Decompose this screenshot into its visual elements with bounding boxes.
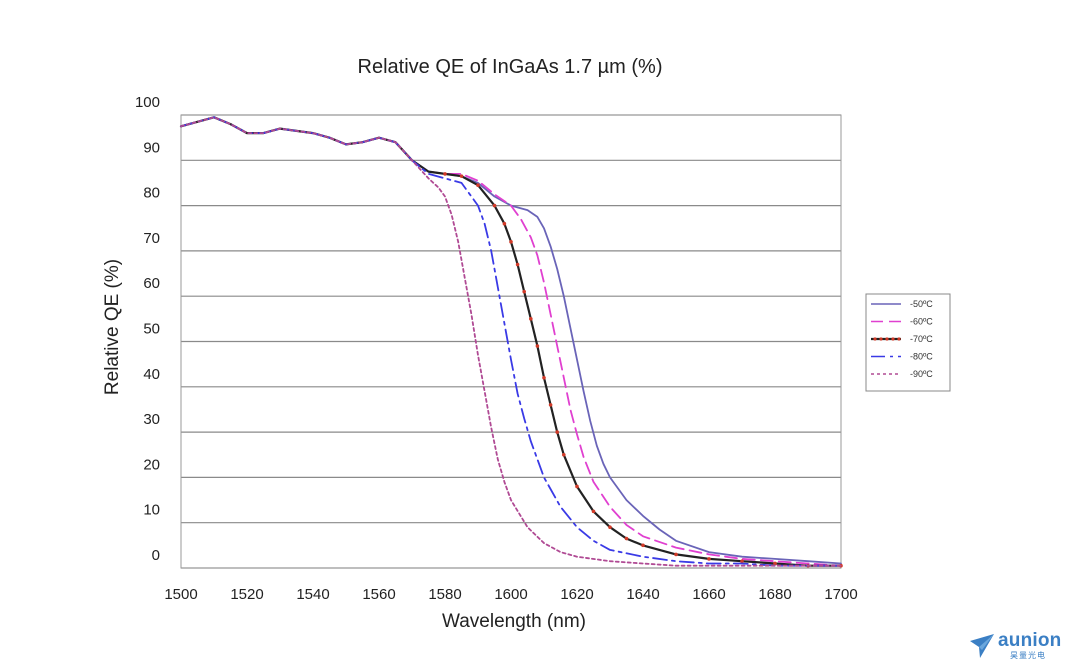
series-marker <box>562 452 566 457</box>
series-marker <box>476 183 480 188</box>
series-marker <box>674 552 678 557</box>
legend-marker <box>873 337 877 341</box>
x-tick-label: 1560 <box>362 586 395 603</box>
y-tick-labels: 0 10 20 30 40 50 60 70 80 90 100 <box>135 94 160 564</box>
x-tick-label: 1640 <box>626 586 659 603</box>
paper-plane-icon <box>970 634 994 658</box>
series-marker <box>548 403 553 407</box>
legend-box <box>865 293 951 392</box>
series-line-3 <box>180 116 842 567</box>
legend-label-2: -70ºC <box>910 334 933 344</box>
y-tick-label: 80 <box>143 185 160 202</box>
series-marker <box>624 536 629 541</box>
series-marker <box>608 525 612 530</box>
series-line-4 <box>180 116 842 567</box>
series-marker <box>515 262 520 267</box>
y-tick-label: 30 <box>143 411 160 428</box>
series-marker <box>707 557 711 561</box>
legend-marker <box>897 337 901 341</box>
series-marker <box>443 172 447 176</box>
series-marker <box>773 561 777 566</box>
plot-area-frame <box>180 114 842 569</box>
series-lines <box>179 116 843 568</box>
x-tick-label: 1580 <box>428 586 461 603</box>
x-tick-label: 1700 <box>824 586 857 603</box>
legend-marker <box>885 337 889 341</box>
y-tick-label: 60 <box>143 275 160 292</box>
x-axis-label: Wavelength (nm) <box>442 611 586 632</box>
chart-title: Relative QE of InGaAs 1.7 µm (%) <box>358 56 663 78</box>
y-tick-label: 10 <box>143 502 160 519</box>
x-tick-label: 1620 <box>560 586 593 603</box>
series-marker <box>641 543 645 548</box>
x-tick-label: 1500 <box>164 586 197 603</box>
legend-label-4: -90ºC <box>910 369 933 379</box>
series-marker <box>555 430 559 434</box>
logo-text: aunion <box>998 630 1062 651</box>
x-tick-label: 1600 <box>494 586 527 603</box>
series-line-0 <box>180 116 842 565</box>
series-marker <box>535 344 540 348</box>
y-tick-label: 50 <box>143 321 160 338</box>
series-marker <box>542 375 546 380</box>
y-tick-label: 40 <box>143 366 160 383</box>
series-marker <box>509 240 513 244</box>
series-marker <box>740 559 744 564</box>
legend-marker <box>891 337 895 341</box>
series-marker <box>591 509 596 514</box>
legend-label-3: -80ºC <box>910 352 933 362</box>
series-marker <box>522 289 526 294</box>
x-tick-label: 1660 <box>692 586 725 603</box>
series-marker <box>459 174 464 178</box>
x-tick-labels: 1500 1520 1540 1560 1580 1600 1620 1640 1660 1680… <box>164 586 857 603</box>
x-tick-label: 1680 <box>758 586 791 603</box>
series-marker <box>492 203 497 208</box>
x-tick-label: 1540 <box>296 586 329 603</box>
aunion-logo: aunion 昊量光电 <box>968 630 1068 662</box>
series-marker <box>502 221 507 226</box>
y-tick-label: 0 <box>152 547 160 564</box>
legend-label-1: -60ºC <box>910 317 933 327</box>
series-marker <box>529 317 533 321</box>
y-axis-label: Relative QE (%) <box>102 259 123 395</box>
y-tick-label: 90 <box>143 139 160 156</box>
y-tick-label: 100 <box>135 94 160 111</box>
series-marker <box>575 484 579 489</box>
legend-label-0: -50ºC <box>910 299 933 309</box>
x-tick-label: 1520 <box>230 586 263 603</box>
y-tick-label: 70 <box>143 230 160 247</box>
y-tick-label: 20 <box>143 456 160 473</box>
legend-marker <box>879 337 883 341</box>
legend: -50ºC -60ºC -70ºC -80ºC -90ºC <box>865 293 951 392</box>
logo-subtext: 昊量光电 <box>1010 651 1046 660</box>
